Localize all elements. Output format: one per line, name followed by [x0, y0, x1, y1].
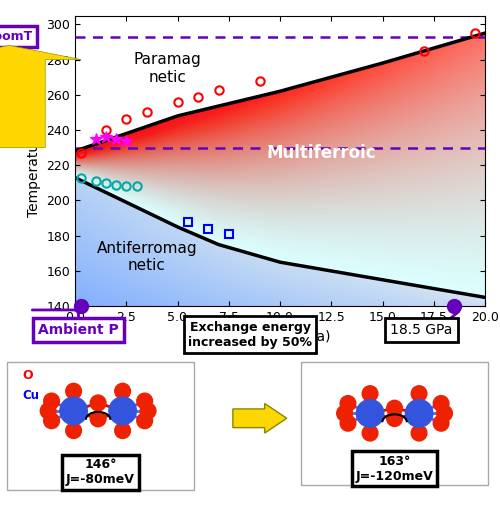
Text: RoomT: RoomT [0, 30, 34, 43]
Circle shape [386, 400, 402, 416]
Circle shape [44, 393, 60, 409]
Circle shape [109, 397, 136, 424]
Circle shape [90, 411, 106, 427]
Y-axis label: Temperature (K): Temperature (K) [26, 104, 40, 217]
Circle shape [140, 403, 156, 419]
Circle shape [386, 410, 402, 427]
Text: Exchange energy
increased by 50%: Exchange energy increased by 50% [188, 321, 312, 348]
Circle shape [406, 400, 433, 427]
Circle shape [115, 423, 130, 438]
Text: Paramag
netic: Paramag netic [134, 52, 201, 85]
Circle shape [137, 413, 152, 429]
Circle shape [436, 405, 452, 421]
Circle shape [434, 415, 449, 431]
Circle shape [411, 386, 427, 402]
Circle shape [90, 395, 106, 411]
Text: Antiferromag
netic: Antiferromag netic [96, 240, 197, 273]
Text: Cu: Cu [22, 389, 39, 402]
Text: 18.5 GPa: 18.5 GPa [390, 323, 452, 337]
Circle shape [66, 383, 82, 399]
FancyBboxPatch shape [8, 362, 194, 490]
X-axis label: Pressure (GPa): Pressure (GPa) [229, 330, 331, 344]
FancyArrow shape [233, 403, 287, 433]
Text: 146°
J=-80meV: 146° J=-80meV [66, 459, 135, 486]
Circle shape [340, 415, 356, 431]
Text: Multiferroic: Multiferroic [266, 144, 376, 162]
FancyBboxPatch shape [302, 362, 488, 485]
Circle shape [44, 413, 60, 429]
FancyArrow shape [0, 45, 81, 148]
Circle shape [362, 425, 378, 441]
Circle shape [411, 425, 427, 441]
Circle shape [362, 386, 378, 402]
Text: O: O [22, 369, 33, 382]
Circle shape [40, 403, 56, 419]
Circle shape [356, 400, 384, 427]
Circle shape [66, 423, 82, 438]
Circle shape [60, 397, 88, 424]
Text: Ambient P: Ambient P [38, 323, 119, 337]
Text: 163°
J=-120meV: 163° J=-120meV [356, 454, 434, 482]
Circle shape [137, 393, 152, 409]
Circle shape [336, 405, 352, 421]
Circle shape [340, 396, 356, 412]
Circle shape [115, 383, 130, 399]
Circle shape [434, 396, 449, 412]
